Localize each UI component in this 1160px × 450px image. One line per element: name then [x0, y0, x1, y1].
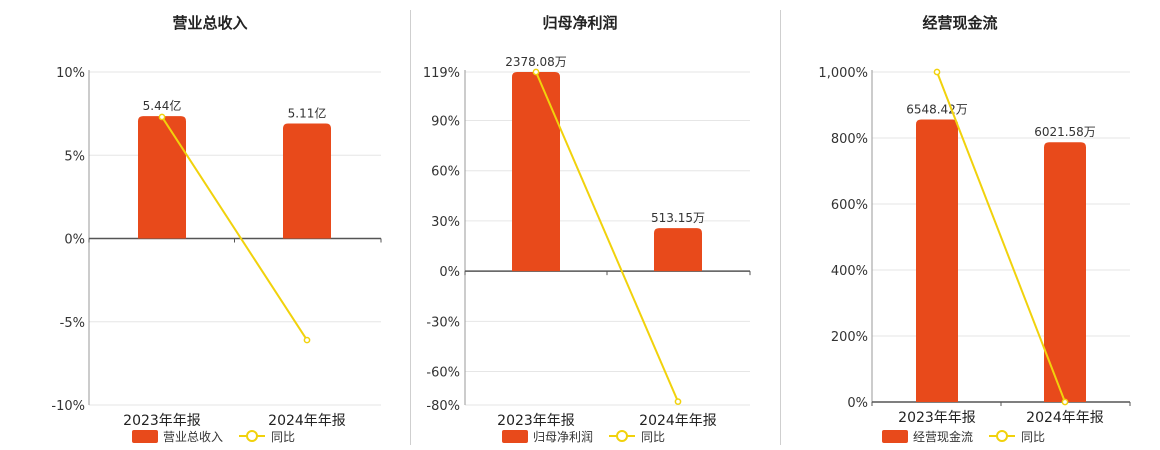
y-tick-label: 30%	[431, 215, 460, 230]
revenue-chart: 营业总收入 10% 5% 0% -5% -10% 5.44亿 5.11亿 2023年年报 2024…	[51, 14, 382, 444]
chart-title: 营业总收入	[172, 14, 247, 32]
bar-value-label: 2378.08万	[505, 55, 567, 69]
x-category-label: 2024年年报	[639, 413, 717, 429]
y-tick-label: 0%	[847, 396, 868, 411]
y-tick-label: -5%	[60, 316, 85, 331]
y-tick-label: -30%	[426, 315, 460, 330]
y-tick-label: 119%	[423, 66, 460, 81]
bar-value-label: 513.15万	[651, 211, 705, 225]
x-category-label: 2023年年报	[898, 410, 976, 426]
yoy-line	[535, 71, 679, 403]
legend-bar-label: 归母净利润	[533, 430, 593, 444]
yoy-point	[1061, 398, 1069, 406]
legend-line-marker	[996, 430, 1008, 442]
y-tick-label: 200%	[831, 330, 868, 345]
x-category-label: 2024年年报	[268, 413, 346, 429]
y-tick-label: 60%	[431, 165, 460, 180]
y-tick-label: 0%	[439, 265, 460, 280]
y-tick-label: 600%	[831, 198, 868, 213]
y-tick-label: 1,000%	[818, 66, 868, 81]
yoy-point	[933, 68, 941, 76]
yoy-point	[532, 68, 540, 76]
y-tick-label: -80%	[426, 399, 460, 414]
bar-2024-	[654, 228, 702, 272]
yoy-point	[674, 398, 682, 406]
y-tick-label: -60%	[426, 366, 460, 381]
net-profit-chart: 归母净利润 119% 90% 60% 30% 0% -30% -60% -80% 2378.08万…	[423, 14, 751, 444]
legend-bar-swatch	[132, 430, 158, 443]
operating-cashflow-chart: 经营现金流 1,000% 800% 600% 400% 200% 0% 6548.42万 602…	[818, 14, 1131, 444]
y-tick-label: 90%	[431, 115, 460, 130]
legend-line-label: 同比	[641, 430, 665, 444]
yoy-line	[161, 116, 308, 341]
y-tick-label: -10%	[51, 399, 85, 414]
bar-value-label: 6021.58万	[1034, 125, 1096, 139]
y-tick-label: 400%	[831, 264, 868, 279]
bar-value-label: 5.11亿	[288, 106, 327, 121]
yoy-point	[158, 113, 166, 121]
legend-line-marker	[616, 430, 628, 442]
yoy-point	[303, 336, 311, 344]
legend-line-marker	[246, 430, 258, 442]
y-tick-label: 800%	[831, 132, 868, 147]
bar-2023-	[138, 116, 186, 239]
legend-bar-swatch	[502, 430, 528, 443]
bar-value-label: 6548.42万	[906, 103, 968, 117]
legend-bar-label: 营业总收入	[163, 430, 223, 444]
bar-2024-	[1044, 142, 1086, 402]
y-tick-label: 0%	[64, 233, 85, 248]
bar-2024-	[283, 123, 331, 239]
y-tick-label: 5%	[64, 149, 85, 164]
panel-divider	[780, 10, 781, 445]
bar-2023-	[512, 72, 560, 272]
chart-title: 归母净利润	[542, 14, 617, 32]
legend-line-label: 同比	[271, 430, 295, 444]
y-tick-label: 10%	[56, 66, 85, 81]
yoy-line	[936, 71, 1066, 403]
bar-value-label: 5.44亿	[143, 98, 182, 113]
legend-bar-swatch	[882, 430, 908, 443]
legend-bar-label: 经营现金流	[913, 429, 973, 444]
legend-line-label: 同比	[1021, 430, 1045, 444]
x-category-label: 2024年年报	[1026, 410, 1104, 426]
panel-divider	[410, 10, 411, 445]
chart-title: 经营现金流	[922, 14, 997, 32]
x-category-label: 2023年年报	[123, 413, 201, 429]
bar-2023-	[916, 119, 958, 402]
x-category-label: 2023年年报	[497, 413, 575, 429]
